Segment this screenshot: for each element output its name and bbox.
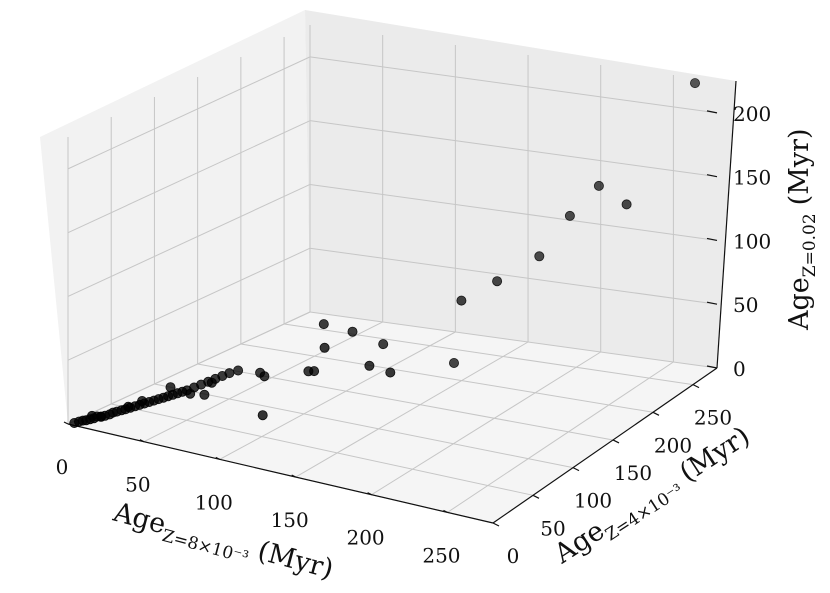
y-axis-label-unit: (Myr)	[674, 421, 755, 489]
data-point	[621, 199, 632, 210]
z-tick-label: 50	[733, 293, 758, 317]
y-axis-label-sub: Z=4×10⁻³	[602, 480, 687, 545]
data-point	[259, 371, 270, 382]
x-tick-label: 150	[271, 508, 309, 532]
z-axis-label-main: Age	[784, 277, 815, 331]
z-tick-label: 150	[733, 166, 771, 190]
data-point	[318, 319, 329, 330]
data-point	[564, 210, 575, 221]
data-point	[319, 342, 330, 353]
z-tick-mark	[706, 174, 718, 178]
data-point	[309, 366, 320, 377]
data-point	[456, 295, 467, 306]
y-tick-mark	[492, 522, 500, 527]
data-point	[120, 404, 131, 415]
x-tick-label: 50	[125, 473, 150, 497]
x-axis-label-sub: Z=8×10⁻³	[160, 526, 251, 568]
x-tick-label: 0	[56, 455, 69, 479]
x-tick-mark	[443, 509, 448, 513]
z-axis-ticks: 0 50 100 150 200	[706, 102, 771, 381]
y-tick-mark	[572, 467, 580, 472]
y-tick-label: 150	[614, 461, 652, 485]
x-tick-mark	[291, 474, 296, 478]
data-point	[690, 78, 701, 89]
data-point	[534, 251, 545, 262]
data-point	[69, 417, 80, 428]
data-point	[492, 276, 503, 287]
z-axis-label-sub: Z=0.02	[800, 213, 820, 277]
grid-lines	[67, 25, 718, 524]
y-tick-label: 50	[540, 516, 565, 540]
y-axis-line	[492, 367, 718, 524]
y-tick-label: 100	[574, 489, 612, 513]
x-tick-label: 250	[422, 543, 460, 567]
z-tick-mark	[706, 365, 718, 369]
data-point	[257, 410, 268, 421]
y-tick-mark	[652, 411, 660, 416]
axis-lines	[67, 80, 737, 524]
x-axis-label-unit: (Myr)	[254, 535, 336, 585]
z-tick-mark	[706, 301, 718, 305]
x-tick-mark	[139, 439, 145, 443]
data-point	[77, 415, 88, 426]
x-axis-line	[67, 423, 494, 524]
z-tick-mark	[706, 110, 718, 114]
z-axis-label-unit: (Myr)	[784, 128, 815, 205]
z-tick-label: 200	[733, 102, 771, 126]
x-tick-mark	[215, 456, 221, 460]
x-tick-mark	[367, 492, 372, 496]
data-point	[347, 326, 358, 337]
data-point	[378, 339, 389, 350]
data-point	[165, 382, 176, 393]
x-axis-label-main: Age	[109, 497, 169, 541]
data-point	[448, 357, 459, 368]
y-tick-mark	[532, 494, 540, 499]
x-tick-mark	[63, 421, 69, 425]
x-axis-ticks: 0 50 100 150 200 250	[56, 421, 461, 567]
data-point	[233, 365, 244, 376]
data-point	[364, 360, 375, 371]
x-tick-label: 100	[195, 490, 233, 514]
data-point	[199, 389, 210, 400]
x-tick-label: 200	[346, 526, 384, 550]
data-point	[593, 180, 604, 191]
z-axis-label: AgeZ=0.02 (Myr)	[784, 128, 820, 331]
y-tick-label: 250	[694, 406, 732, 430]
data-points	[69, 78, 701, 428]
y-tick-mark	[692, 384, 700, 389]
z-tick-label: 0	[733, 357, 746, 381]
y-tick-mark	[612, 439, 620, 444]
z-tick-label: 100	[733, 229, 771, 253]
z-tick-mark	[706, 237, 718, 242]
y-tick-label: 0	[507, 544, 520, 568]
y-tick-label: 200	[654, 433, 692, 457]
data-point	[385, 367, 396, 378]
axis-panes	[40, 10, 736, 523]
z-axis-line	[716, 80, 737, 369]
data-point	[95, 411, 106, 422]
